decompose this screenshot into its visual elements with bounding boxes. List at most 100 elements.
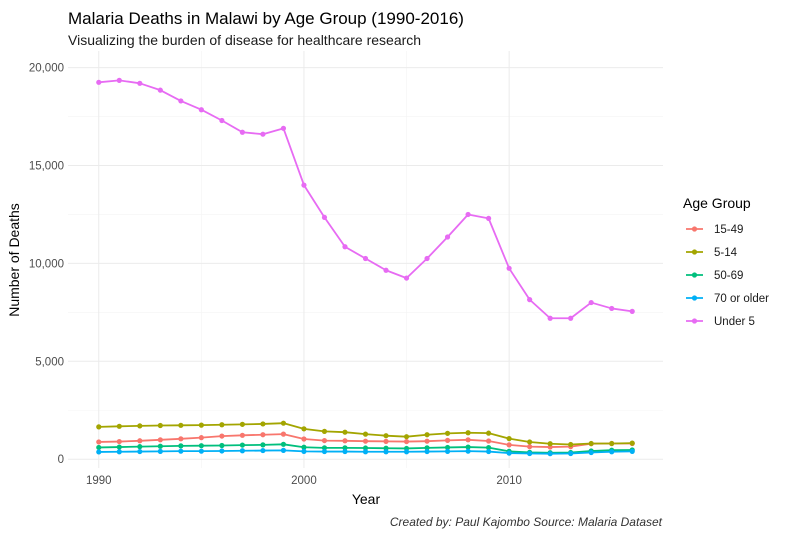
- data-point-5-14: [280, 420, 287, 426]
- data-point-under-5: [568, 315, 574, 321]
- legend-label: Under 5: [714, 316, 755, 328]
- data-point-5-14: [321, 428, 328, 434]
- data-point-70-or-older: [527, 450, 533, 457]
- legend-item: 70 or older: [686, 293, 769, 305]
- data-point-5-14: [588, 440, 594, 447]
- data-point-70-or-older: [403, 449, 410, 455]
- data-point-70-or-older: [609, 449, 615, 455]
- data-point-5-14: [527, 439, 533, 445]
- data-point-15-49: [486, 438, 492, 444]
- data-point-15-49: [362, 438, 369, 444]
- data-point-50-69: [260, 442, 266, 448]
- data-point-15-49: [157, 437, 163, 443]
- data-point-15-49: [116, 438, 122, 445]
- data-point-under-5: [547, 315, 553, 321]
- data-point-15-49: [280, 431, 287, 437]
- data-point-under-5: [239, 129, 245, 135]
- data-point-70-or-older: [506, 450, 512, 456]
- data-point-15-49: [465, 437, 471, 443]
- data-point-70-or-older: [629, 448, 635, 454]
- data-point-under-5: [342, 244, 348, 250]
- data-point-5-14: [301, 426, 307, 432]
- data-point-15-49: [198, 435, 204, 441]
- data-point-70-or-older: [96, 449, 102, 455]
- data-point-50-69: [301, 444, 307, 450]
- y-tick-label: 10,000: [29, 258, 64, 270]
- data-point-70-or-older: [301, 448, 307, 454]
- data-point-under-5: [588, 299, 594, 306]
- data-point-50-69: [239, 442, 245, 448]
- data-point-under-5: [178, 98, 184, 104]
- y-tick-label: 15,000: [29, 161, 64, 173]
- gridlines: [68, 51, 663, 468]
- data-point-5-14: [198, 422, 204, 428]
- data-point-50-69: [362, 445, 369, 451]
- data-point-70-or-older: [280, 447, 287, 453]
- data-point-under-5: [506, 265, 512, 271]
- data-point-15-49: [301, 436, 307, 442]
- data-point-70-or-older: [588, 449, 594, 456]
- y-tick-label: 20,000: [29, 63, 64, 75]
- series-points: [96, 77, 635, 457]
- data-point-15-49: [506, 442, 512, 448]
- data-point-5-14: [362, 431, 369, 437]
- data-point-under-5: [362, 255, 369, 262]
- series-line-under-5: [98, 79, 633, 320]
- data-point-under-5: [116, 77, 122, 83]
- data-point-50-69: [280, 441, 287, 447]
- data-point-5-14: [96, 424, 102, 430]
- data-point-70-or-older: [178, 448, 184, 454]
- x-tick-label: 1990: [86, 475, 112, 487]
- chart-caption: Created by: Paul Kajombo Source: Malaria…: [390, 515, 663, 529]
- chart-title: Malaria Deaths in Malawi by Age Group (1…: [68, 9, 464, 28]
- legend-item: Under 5: [686, 316, 755, 328]
- data-point-under-5: [137, 80, 143, 86]
- legend-key-point: [691, 295, 698, 301]
- data-point-5-14: [137, 423, 143, 429]
- data-point-under-5: [383, 267, 389, 273]
- legend: Age Group 15-49 5-14 50-69 70 or older Under…: [683, 195, 769, 328]
- legend-item: 15-49: [686, 224, 743, 236]
- data-point-5-14: [157, 422, 163, 429]
- data-point-70-or-older: [321, 448, 328, 455]
- data-point-under-5: [301, 182, 307, 188]
- data-point-15-49: [239, 432, 245, 438]
- data-point-70-or-older: [116, 449, 122, 455]
- data-point-70-or-older: [465, 448, 471, 454]
- data-point-70-or-older: [198, 448, 204, 454]
- data-point-under-5: [444, 234, 451, 240]
- data-point-70-or-older: [362, 449, 369, 455]
- data-point-50-69: [116, 444, 122, 450]
- data-point-5-14: [568, 441, 574, 448]
- data-point-70-or-older: [568, 450, 574, 457]
- data-point-5-14: [342, 429, 348, 435]
- x-axis-ticks: 1990 2000 2010: [86, 475, 522, 487]
- data-point-under-5: [219, 117, 225, 124]
- x-tick-label: 2000: [291, 475, 317, 487]
- data-point-5-14: [424, 432, 430, 438]
- data-point-under-5: [486, 215, 492, 221]
- data-point-70-or-older: [157, 448, 163, 454]
- data-point-70-or-older: [424, 448, 430, 455]
- legend-label: 50-69: [714, 270, 743, 282]
- data-point-5-14: [116, 423, 122, 429]
- x-tick-label: 2010: [496, 475, 522, 487]
- data-point-70-or-older: [444, 448, 451, 454]
- data-point-50-69: [137, 444, 143, 450]
- data-point-15-49: [96, 439, 102, 445]
- data-point-under-5: [96, 79, 102, 85]
- legend-item: 50-69: [686, 270, 743, 282]
- legend-key-point: [691, 318, 698, 324]
- data-point-15-49: [219, 433, 225, 439]
- legend-label: 15-49: [714, 224, 743, 236]
- data-point-50-69: [96, 444, 102, 451]
- data-point-50-69: [342, 445, 348, 451]
- data-point-5-14: [260, 421, 266, 427]
- data-point-15-49: [444, 437, 451, 443]
- x-axis-title: Year: [352, 491, 381, 507]
- data-point-50-69: [157, 443, 163, 449]
- data-point-under-5: [198, 107, 204, 113]
- data-point-15-49: [383, 438, 389, 444]
- data-point-70-or-older: [342, 448, 348, 455]
